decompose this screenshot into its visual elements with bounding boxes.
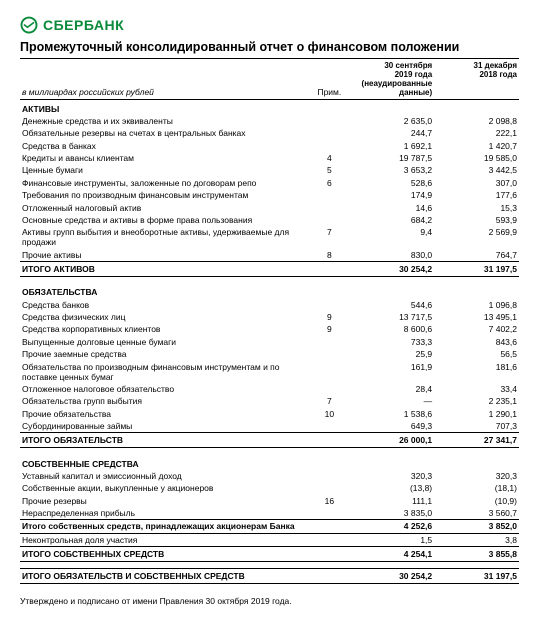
table-row: СОБСТВЕННЫЕ СРЕДСТВА xyxy=(20,455,519,470)
brand-name: СБЕРБАНК xyxy=(43,17,124,33)
table-row: Собственные акции, выкупленные у акционе… xyxy=(20,482,519,494)
table-row: ИТОГО ОБЯЗАТЕЛЬСТВ И СОБСТВЕННЫХ СРЕДСТВ… xyxy=(20,569,519,584)
col1-l2: 2019 года xyxy=(395,70,433,79)
table-row: Отложенное налоговое обязательство28,433… xyxy=(20,383,519,395)
financial-table: в миллиардах российских рублей Прим. 30 … xyxy=(20,61,519,584)
sberbank-logo-icon xyxy=(20,16,38,34)
col1-l3: (неаудированные xyxy=(362,79,433,88)
approval-footer: Утверждено и подписано от имени Правлени… xyxy=(20,596,519,606)
table-body: АКТИВЫДенежные средства и их эквиваленты… xyxy=(20,99,519,584)
col2-l2: 2018 года xyxy=(479,70,517,79)
table-row: Субординированные займы649,3707,3 xyxy=(20,420,519,433)
table-row: Средства корпоративных клиентов98 600,67… xyxy=(20,323,519,335)
table-row: Прочие резервы16111,1(10,9) xyxy=(20,495,519,507)
table-row: ИТОГО АКТИВОВ30 254,231 197,5 xyxy=(20,261,519,276)
table-row: Отложенный налоговый актив14,615,3 xyxy=(20,201,519,213)
table-row: Средства банков544,61 096,8 xyxy=(20,298,519,310)
table-row xyxy=(20,448,519,455)
table-row: Неконтрольная доля участия1,53,8 xyxy=(20,533,519,546)
table-row: Итого собственных средств, принадлежащих… xyxy=(20,520,519,533)
table-row: ИТОГО СОБСТВЕННЫХ СРЕДСТВ4 254,13 855,8 xyxy=(20,547,519,562)
table-row: Обязательства по производным финансовым … xyxy=(20,360,519,382)
col1-l4: данные) xyxy=(399,88,432,97)
table-row xyxy=(20,562,519,569)
table-row: Средства в банках1 692,11 420,7 xyxy=(20,140,519,152)
col1-header: 30 сентября 2019 года (неаудированные да… xyxy=(349,61,434,99)
table-row: Выпущенные долговые ценные бумаги733,384… xyxy=(20,336,519,348)
table-row: Нераспределенная прибыль3 835,03 560,7 xyxy=(20,507,519,520)
table-row: ИТОГО ОБЯЗАТЕЛЬСТВ26 000,127 341,7 xyxy=(20,433,519,448)
table-row: Средства физических лиц913 717,513 495,1 xyxy=(20,311,519,323)
table-row: ОБЯЗАТЕЛЬСТВА xyxy=(20,283,519,298)
table-row: Требования по производным финансовым инс… xyxy=(20,189,519,201)
table-row: Кредиты и авансы клиентам419 787,519 585… xyxy=(20,152,519,164)
table-row: АКТИВЫ xyxy=(20,99,519,115)
table-row: Обязательные резервы на счетах в централ… xyxy=(20,127,519,139)
table-row: Прочие заемные средства25,956,5 xyxy=(20,348,519,360)
report-title: Промежуточный консолидированный отчет о … xyxy=(20,40,519,59)
table-row: Денежные средства и их эквиваленты2 635,… xyxy=(20,115,519,127)
col1-l1: 30 сентября xyxy=(384,61,432,70)
table-row: Прочие обязательства101 538,61 290,1 xyxy=(20,407,519,419)
table-row: Уставный капитал и эмиссионный доход320,… xyxy=(20,470,519,482)
table-row xyxy=(20,276,519,283)
col2-header: 31 декабря 2018 года xyxy=(434,61,519,99)
table-row: Прочие активы8830,0764,7 xyxy=(20,249,519,262)
col2-l1: 31 декабря xyxy=(474,61,518,70)
unit-note: в миллиардах российских рублей xyxy=(20,61,309,99)
table-row: Обязательства групп выбытия7—2 235,1 xyxy=(20,395,519,407)
table-row: Основные средства и активы в форме права… xyxy=(20,214,519,226)
table-row: Активы групп выбытия и внеоборотные акти… xyxy=(20,226,519,248)
brand-logo: СБЕРБАНК xyxy=(20,16,519,34)
note-header: Прим. xyxy=(309,61,349,99)
table-row: Финансовые инструменты, заложенные по до… xyxy=(20,177,519,189)
table-row: Ценные бумаги53 653,23 442,5 xyxy=(20,164,519,176)
